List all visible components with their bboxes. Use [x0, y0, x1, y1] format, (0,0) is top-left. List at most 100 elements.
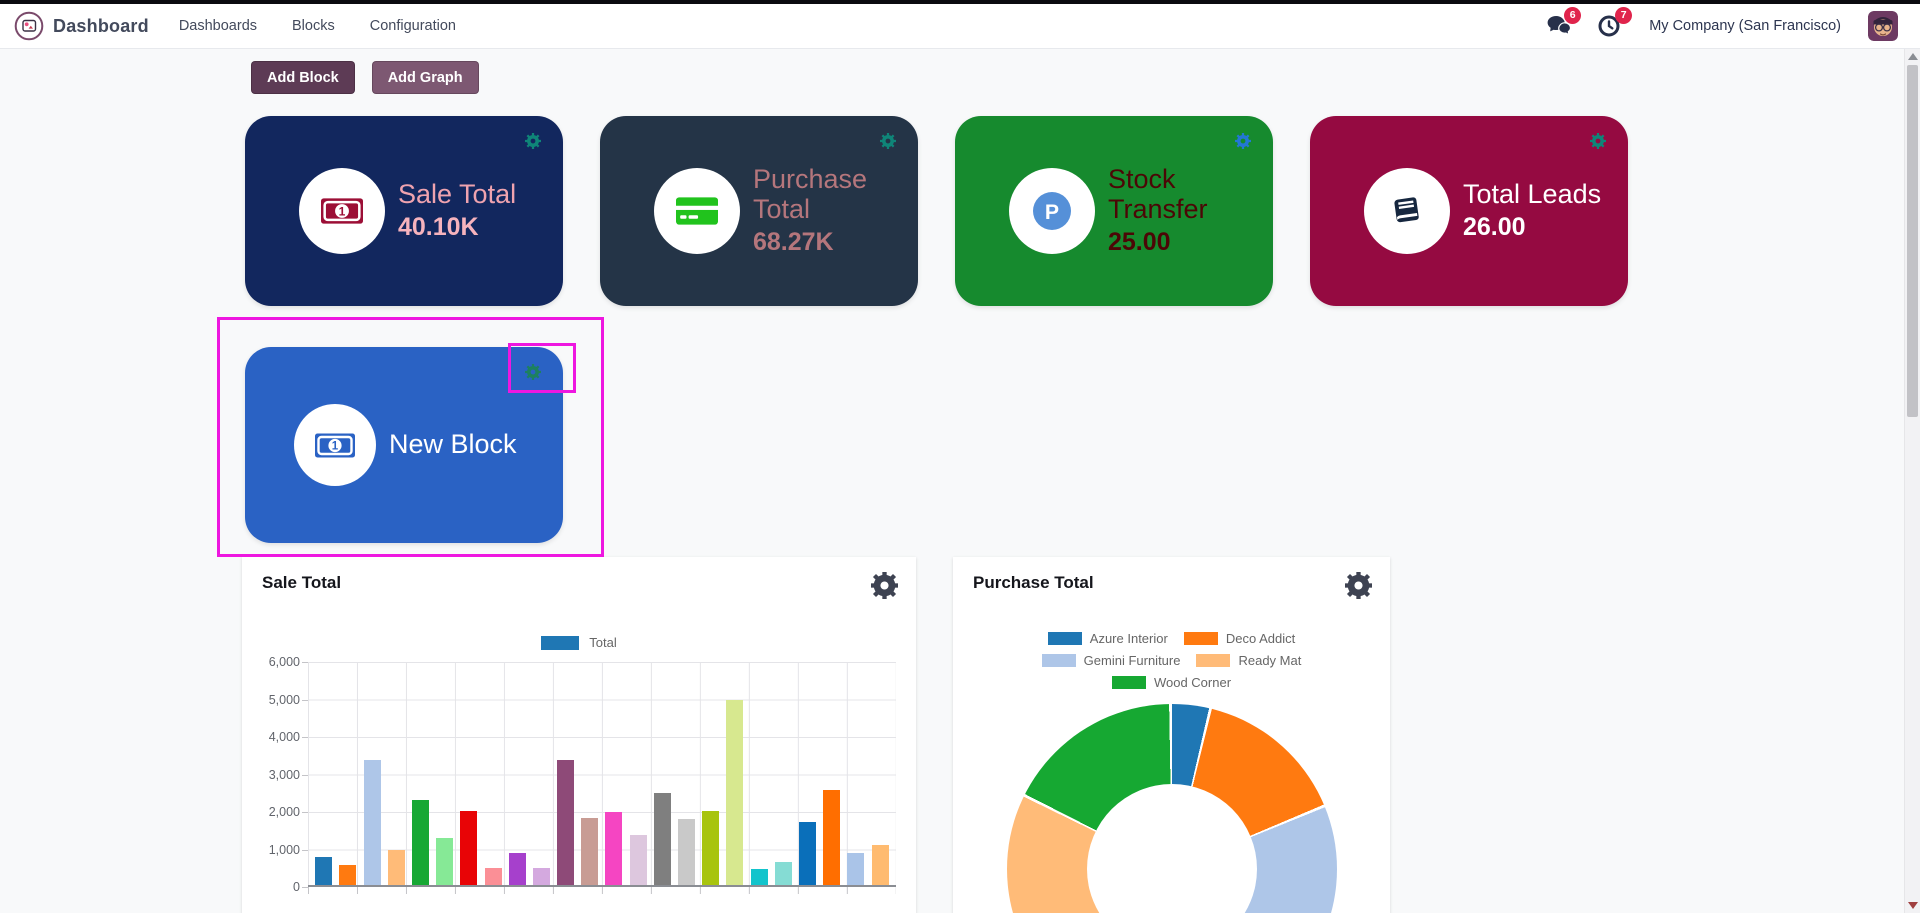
scroll-down-arrow-icon[interactable] — [1908, 902, 1918, 909]
sale-bar-chart: 0 1,000 2,000 3,000 4,000 5,000 6,000 — [262, 655, 896, 894]
bar — [871, 844, 889, 885]
messages-icon[interactable]: 6 — [1547, 7, 1582, 38]
parking-icon: P — [1033, 192, 1071, 230]
kpi-icon-circle: P — [1009, 168, 1095, 254]
scrollbar-thumb[interactable] — [1907, 65, 1918, 417]
kpi-title: Stock Transfer — [1108, 164, 1208, 224]
chart-card-sale-total: Sale Total Total 0 1,000 2,000 3,000 4,000 5,… — [242, 557, 916, 913]
menu-blocks[interactable]: Blocks — [292, 18, 335, 34]
bar-series-total — [308, 663, 896, 885]
kpi-value: 40.10K — [398, 212, 479, 241]
money-bill-icon: 1 — [321, 198, 363, 224]
svg-text:P: P — [1045, 201, 1059, 224]
legend-item-gemini-furniture[interactable]: Gemini Furniture — [1041, 653, 1180, 668]
chart-title: Sale Total — [262, 573, 342, 592]
y-tick-label: 6,000 — [268, 655, 309, 669]
kpi-icon-circle: 1 — [299, 168, 385, 254]
legend-item-ready-mat[interactable]: Ready Mat — [1196, 653, 1301, 668]
top-navbar: Dashboard Dashboards Blocks Configuratio… — [0, 4, 1920, 49]
bar — [387, 849, 405, 885]
bar — [750, 869, 768, 885]
y-tick-label: 0 — [293, 880, 308, 894]
kpi-card-purchase-total[interactable]: Purchase Total 68.27K — [600, 116, 918, 306]
kpi-value: 25.00 — [1108, 227, 1171, 256]
purchase-donut-chart — [1006, 704, 1337, 913]
bar — [436, 838, 454, 885]
bar — [339, 865, 357, 885]
bar-chart-legend: Total — [262, 635, 896, 650]
legend-item-deco-addict[interactable]: Deco Addict — [1183, 631, 1295, 646]
kpi-icon-circle — [654, 168, 740, 254]
kpi-card-stock-transfer[interactable]: P Stock Transfer 25.00 — [955, 116, 1273, 306]
kpi-icon-circle: 1 — [294, 404, 376, 486]
gear-icon[interactable] — [1590, 133, 1606, 149]
bar — [605, 812, 623, 885]
bar — [678, 819, 695, 885]
bar — [411, 800, 429, 885]
gear-icon[interactable] — [525, 133, 541, 149]
user-avatar[interactable] — [1868, 11, 1898, 41]
credit-card-icon — [676, 197, 718, 225]
bar — [774, 861, 792, 885]
kpi-card-sale-total[interactable]: 1 Sale Total 40.10K — [245, 116, 563, 306]
y-tick-label: 3,000 — [268, 767, 309, 782]
activities-clock-icon[interactable]: 7 — [1598, 7, 1633, 38]
bar — [460, 810, 478, 885]
chart-gear-icon[interactable] — [1345, 572, 1372, 599]
chart-card-purchase-total: Purchase Total Azure Interior Deco Addic… — [953, 557, 1390, 913]
toolbar: Add Block Add Graph — [251, 61, 479, 94]
kpi-value: 26.00 — [1463, 212, 1526, 241]
company-switcher[interactable]: My Company (San Francisco) — [1649, 18, 1841, 34]
kpi-title: Total Leads — [1463, 179, 1602, 210]
bar — [726, 700, 744, 885]
vertical-scrollbar[interactable] — [1904, 49, 1920, 913]
messages-badge: 6 — [1564, 7, 1582, 24]
legend-label-total[interactable]: Total — [589, 635, 617, 650]
bar — [581, 817, 599, 885]
kpi-title: New Block — [389, 429, 517, 460]
kpi-value: 68.27K — [753, 227, 834, 256]
legend-swatch-total[interactable] — [541, 635, 580, 650]
kpi-card-row: 1 Sale Total 40.10K Purchase Total 68.27… — [245, 116, 1628, 306]
bar — [532, 867, 550, 885]
legend-item-wood-corner[interactable]: Wood Corner — [1111, 675, 1231, 690]
sale-bar-plot — [308, 662, 896, 887]
svg-text:1: 1 — [339, 204, 346, 218]
kpi-title: Purchase Total — [753, 164, 868, 224]
activities-badge: 7 — [1615, 7, 1633, 24]
bar — [363, 759, 381, 885]
gear-icon[interactable] — [525, 364, 541, 380]
main-menu: Dashboards Blocks Configuration — [179, 18, 456, 34]
y-tick-label: 5,000 — [268, 692, 309, 707]
donut-legend: Azure Interior Deco Addict Gemini Furnit… — [973, 631, 1370, 690]
kpi-card-new-block[interactable]: 1 New Block — [245, 347, 563, 543]
book-icon — [1394, 197, 1419, 223]
add-block-button[interactable]: Add Block — [251, 61, 355, 94]
menu-configuration[interactable]: Configuration — [369, 18, 456, 34]
app-logo-icon[interactable] — [14, 11, 44, 41]
kpi-icon-circle — [1364, 168, 1450, 254]
app-title[interactable]: Dashboard — [53, 15, 149, 36]
chart-gear-icon[interactable] — [871, 572, 898, 599]
legend-item-azure-interior[interactable]: Azure Interior — [1047, 631, 1168, 646]
bar — [702, 810, 720, 885]
gear-icon[interactable] — [880, 133, 896, 149]
y-tick-label: 2,000 — [268, 805, 309, 819]
browser-edge-strip — [0, 0, 1920, 4]
bar — [629, 834, 647, 885]
bar — [798, 822, 816, 885]
dashboard-content: Add Block Add Graph 1 Sale Total 40.10K — [0, 49, 1903, 913]
add-graph-button[interactable]: Add Graph — [371, 61, 479, 94]
menu-dashboards[interactable]: Dashboards — [178, 18, 258, 34]
bar — [847, 853, 865, 885]
svg-text:1: 1 — [332, 440, 339, 452]
money-bill-icon: 1 — [315, 433, 355, 457]
scroll-up-arrow-icon[interactable] — [1908, 53, 1918, 60]
bar-chart-x-ticks — [308, 887, 896, 894]
bar-chart-y-axis: 0 1,000 2,000 3,000 4,000 5,000 6,000 — [262, 655, 309, 894]
navbar-right: 6 7 My Company (San Francisco) — [1547, 7, 1906, 41]
kpi-card-total-leads[interactable]: Total Leads 26.00 — [1310, 116, 1628, 306]
y-tick-label: 1,000 — [268, 842, 309, 857]
gear-icon[interactable] — [1235, 133, 1251, 149]
